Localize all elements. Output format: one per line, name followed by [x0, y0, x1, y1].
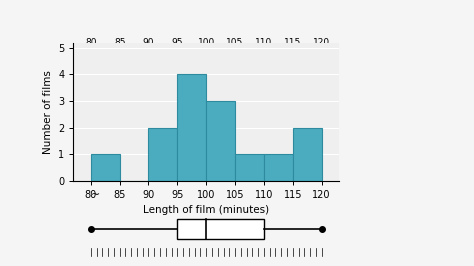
Bar [91, 154, 119, 181]
Y-axis label: Number of films: Number of films [43, 70, 53, 154]
Bar [177, 219, 264, 239]
Bar [235, 154, 264, 181]
X-axis label: Length of film (minutes): Length of film (minutes) [143, 205, 269, 215]
Bar [177, 74, 206, 181]
Bar [148, 128, 177, 181]
Bar [293, 128, 321, 181]
Text: ~: ~ [91, 190, 100, 200]
Bar [264, 154, 293, 181]
X-axis label: Length of film (minutes): Length of film (minutes) [147, 49, 265, 59]
Bar [206, 101, 235, 181]
